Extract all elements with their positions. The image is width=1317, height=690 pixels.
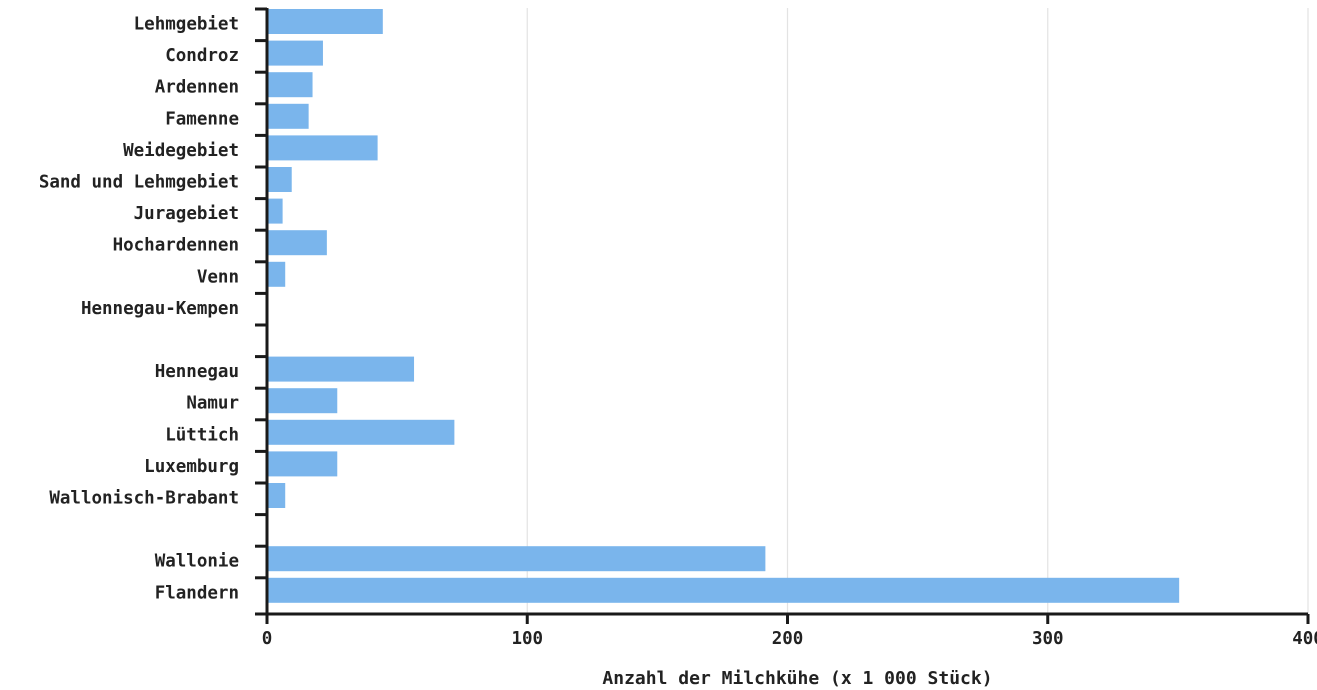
bar-17	[267, 546, 766, 572]
bar-2	[267, 72, 313, 98]
bar-13	[267, 419, 455, 445]
y-tick-label-17: Wallonie	[155, 552, 239, 572]
bar-3	[267, 103, 309, 129]
bar-layer	[267, 9, 1180, 603]
x-tick-label-0: 0	[262, 629, 273, 649]
y-tick-label-8: Venn	[197, 267, 239, 287]
x-tick-label-1: 100	[511, 629, 543, 649]
y-tick-label-4: Weidegebiet	[123, 141, 239, 161]
y-tick-label-11: Hennegau	[155, 362, 239, 382]
bar-14	[267, 451, 338, 477]
y-tick-label-5: Sand und Lehmgebiet	[39, 173, 239, 193]
y-tick-label-1: Condroz	[165, 46, 239, 66]
x-tick-label-4: 400	[1292, 629, 1317, 649]
bar-15	[267, 483, 286, 508]
y-tick-label-7: Hochardennen	[113, 236, 239, 256]
y-tick-label-3: Famenne	[165, 109, 239, 129]
y-tick-label-13: Lüttich	[165, 425, 239, 445]
y-tick-label-15: Wallonisch-Brabant	[49, 489, 239, 509]
x-axis-title: Anzahl der Milchkühe (x 1 000 Stück)	[602, 668, 992, 689]
grid-layer	[526, 8, 1309, 614]
bar-11	[267, 356, 415, 382]
bar-1	[267, 40, 323, 66]
y-tick-label-14: Luxemburg	[144, 457, 239, 477]
y-tick-label-12: Namur	[186, 394, 239, 414]
bar-0	[267, 9, 383, 34]
bar-12	[267, 388, 338, 414]
x-tick-label-2: 200	[772, 629, 804, 649]
label-layer: 0 100 200 300 400 Lehmgebiet Condroz Ardennen Fa…	[39, 7, 1317, 649]
bar-6	[267, 198, 283, 224]
bar-7	[267, 230, 327, 256]
bar-8	[267, 261, 286, 287]
bar-18	[267, 577, 1180, 603]
bar-4	[267, 135, 378, 161]
y-tick-label-6: Juragebiet	[134, 204, 239, 224]
y-tick-label-2: Ardennen	[155, 78, 239, 98]
y-tick-label-9: Hennegau-Kempen	[81, 299, 239, 319]
x-tick-label-3: 300	[1032, 629, 1064, 649]
y-tick-label-18: Flandern	[155, 583, 239, 603]
y-tick-label-0: Lehmgebiet	[134, 15, 239, 35]
bar-5	[267, 167, 292, 192]
axis-layer	[255, 8, 1308, 616]
